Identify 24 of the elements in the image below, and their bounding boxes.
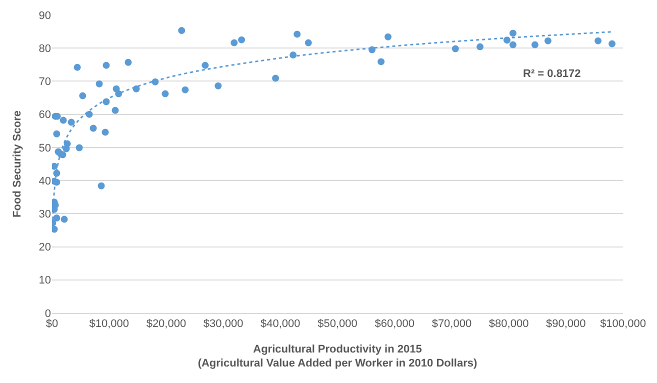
y-axis-title: Food Security Score <box>11 110 24 218</box>
x-axis-title: Agricultural Productivity in 2015 (Agricultural Value Added per Worker in 2010 Dollars) <box>198 343 478 370</box>
y-tick-label: 80 <box>38 42 51 55</box>
x-tick-label: $70,000 <box>432 318 472 330</box>
x-tick-label: $100,000 <box>600 318 646 330</box>
y-tick-label: 20 <box>38 242 51 254</box>
x-tick-label: $30,000 <box>203 318 244 330</box>
y-tick-label: 90 <box>38 10 51 22</box>
y-tick-label: 10 <box>38 274 51 287</box>
x-tick-label: $90,000 <box>546 318 586 330</box>
x-tick-label: $80,000 <box>488 318 529 330</box>
y-tick-label: 60 <box>38 109 51 122</box>
x-tick-label: $20,000 <box>146 318 186 330</box>
x-tick-label: $40,000 <box>260 318 300 330</box>
x-tick-label: $60,000 <box>374 318 414 330</box>
y-tick-label: 70 <box>38 76 51 88</box>
y-tick-label: 40 <box>38 175 51 188</box>
annotation: R² = 0.8172 <box>523 68 581 80</box>
x-tick-label: $50,000 <box>318 318 358 330</box>
y-tick-label: 30 <box>38 208 51 221</box>
y-tick-label: 50 <box>38 142 51 154</box>
x-tick-label: $10,000 <box>89 318 129 330</box>
y-tick-label: 0 <box>44 308 51 320</box>
x-tick-label: $0 <box>46 318 58 330</box>
